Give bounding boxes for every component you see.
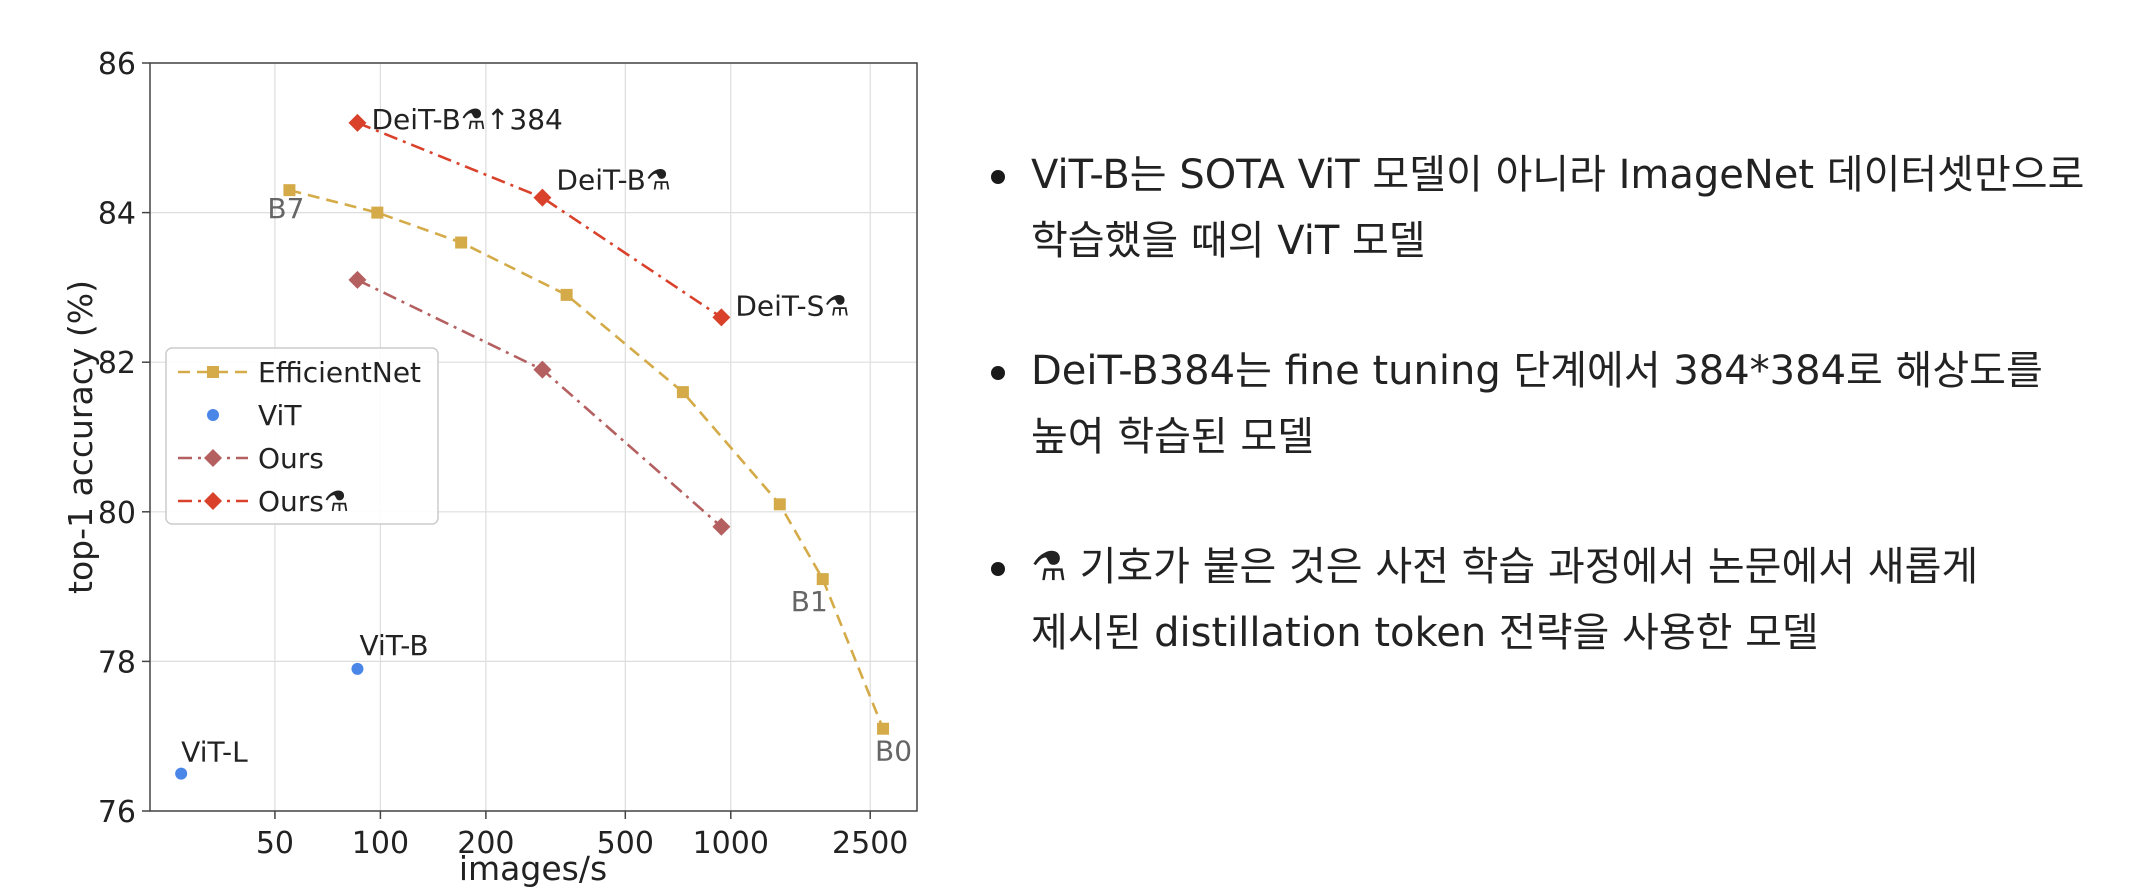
note-item: ⚗ 기호가 붙은 것은 사전 학습 과정에서 논문에서 새롭게 제시된 dist… <box>985 534 2115 666</box>
series-ours-2 <box>348 270 731 536</box>
y-axis-label: top-1 accuracy (%) <box>61 280 100 594</box>
x-axis-label: images/s <box>459 849 607 888</box>
legend-label: Ours <box>258 442 324 475</box>
accuracy-vs-throughput-chart: 76 78 80 82 84 86 50 100 200 500 1000 2500 B7 B1 B0 Vi… <box>61 47 918 888</box>
point-label: ViT-L <box>181 736 248 769</box>
bullet-icon <box>991 562 1005 576</box>
x-tick-label: 200 <box>457 826 514 861</box>
legend-item: EfficientNet <box>178 356 421 389</box>
data-point <box>773 498 786 511</box>
data-point <box>283 184 296 197</box>
note-line: 제시된 distillation token 전략을 사용한 모델 <box>1031 610 1819 656</box>
plot-frame <box>149 62 918 812</box>
bullet-icon <box>991 170 1005 184</box>
legend-marker <box>207 409 219 421</box>
series-efficientnet-0 <box>283 184 890 735</box>
point-label: ViT-B <box>359 629 428 662</box>
notes-list: ViT-B는 SOTA ViT 모델이 아니라 ImageNet 데이터셋만으로… <box>985 142 2115 730</box>
legend-label: ViT <box>258 399 302 432</box>
data-point <box>348 113 367 132</box>
y-tick-label: 84 <box>98 197 136 232</box>
note-item: DeiT-B384는 fine tuning 단계에서 384*384로 해상도… <box>985 338 2115 470</box>
y-tick-label: 78 <box>98 645 136 680</box>
series <box>175 113 890 780</box>
note-line: ViT-B는 SOTA ViT 모델이 아니라 ImageNet 데이터셋만으로 <box>1031 152 2085 198</box>
y-tick-label: 80 <box>98 496 136 531</box>
legend-marker <box>204 492 222 510</box>
data-point <box>676 386 689 399</box>
legend-item: Ours <box>178 442 324 475</box>
point-labels: B7 B1 B0 ViT-B ViT-L DeiT-B⚗↑384 DeiT-B⚗ DeiT-S… <box>181 103 912 769</box>
data-point <box>816 573 829 586</box>
data-point <box>533 188 552 207</box>
data-point <box>533 360 552 379</box>
legend-label: Ours⚗ <box>258 485 349 518</box>
y-tick-label: 86 <box>98 47 136 82</box>
x-tick-label: 1000 <box>693 826 769 861</box>
point-label: B1 <box>791 585 828 618</box>
bullet-icon <box>991 366 1005 380</box>
point-label: DeiT-B⚗↑384 <box>371 103 562 136</box>
x-tick-label: 50 <box>256 826 294 861</box>
series-line <box>356 121 723 319</box>
x-tick-label: 100 <box>352 826 409 861</box>
point-label: DeiT-B⚗ <box>556 164 671 197</box>
note-line: 학습했을 때의 ViT 모델 <box>1031 218 1426 264</box>
data-point <box>371 206 384 219</box>
data-point <box>560 288 573 301</box>
legend-marker <box>207 366 219 378</box>
point-label: B7 <box>267 192 304 225</box>
data-point <box>877 722 890 735</box>
note-line: 높여 학습된 모델 <box>1031 414 1315 460</box>
legend-marker <box>204 449 222 467</box>
data-point <box>175 767 188 780</box>
point-label: DeiT-S⚗ <box>735 289 849 322</box>
data-point <box>712 517 731 536</box>
data-point <box>455 236 468 249</box>
note-line: DeiT-B384는 fine tuning 단계에서 384*384로 해상도… <box>1031 348 2043 394</box>
note-line: ⚗ 기호가 붙은 것은 사전 학습 과정에서 논문에서 새롭게 <box>1031 544 1979 590</box>
point-label: B0 <box>875 735 912 768</box>
legend: EfficientNet ViT Ours Ours⚗ <box>165 347 439 525</box>
legend-item: ViT <box>207 399 302 432</box>
legend-label: EfficientNet <box>258 356 421 389</box>
series-line <box>289 188 885 730</box>
axis-ticks: 76 78 80 82 84 86 50 100 200 500 1000 2500 <box>98 47 909 861</box>
series-vit-1 <box>175 662 364 780</box>
data-point <box>351 662 364 675</box>
legend-box <box>165 347 439 525</box>
legend-item: Ours⚗ <box>178 485 349 518</box>
data-point <box>712 308 731 327</box>
data-point <box>348 270 367 289</box>
x-tick-label: 2500 <box>832 826 908 861</box>
y-tick-label: 76 <box>98 795 136 830</box>
series-ours-3 <box>348 113 731 327</box>
y-tick-label: 82 <box>98 346 136 381</box>
x-tick-label: 500 <box>597 826 654 861</box>
note-item: ViT-B는 SOTA ViT 모델이 아니라 ImageNet 데이터셋만으로… <box>985 142 2115 274</box>
